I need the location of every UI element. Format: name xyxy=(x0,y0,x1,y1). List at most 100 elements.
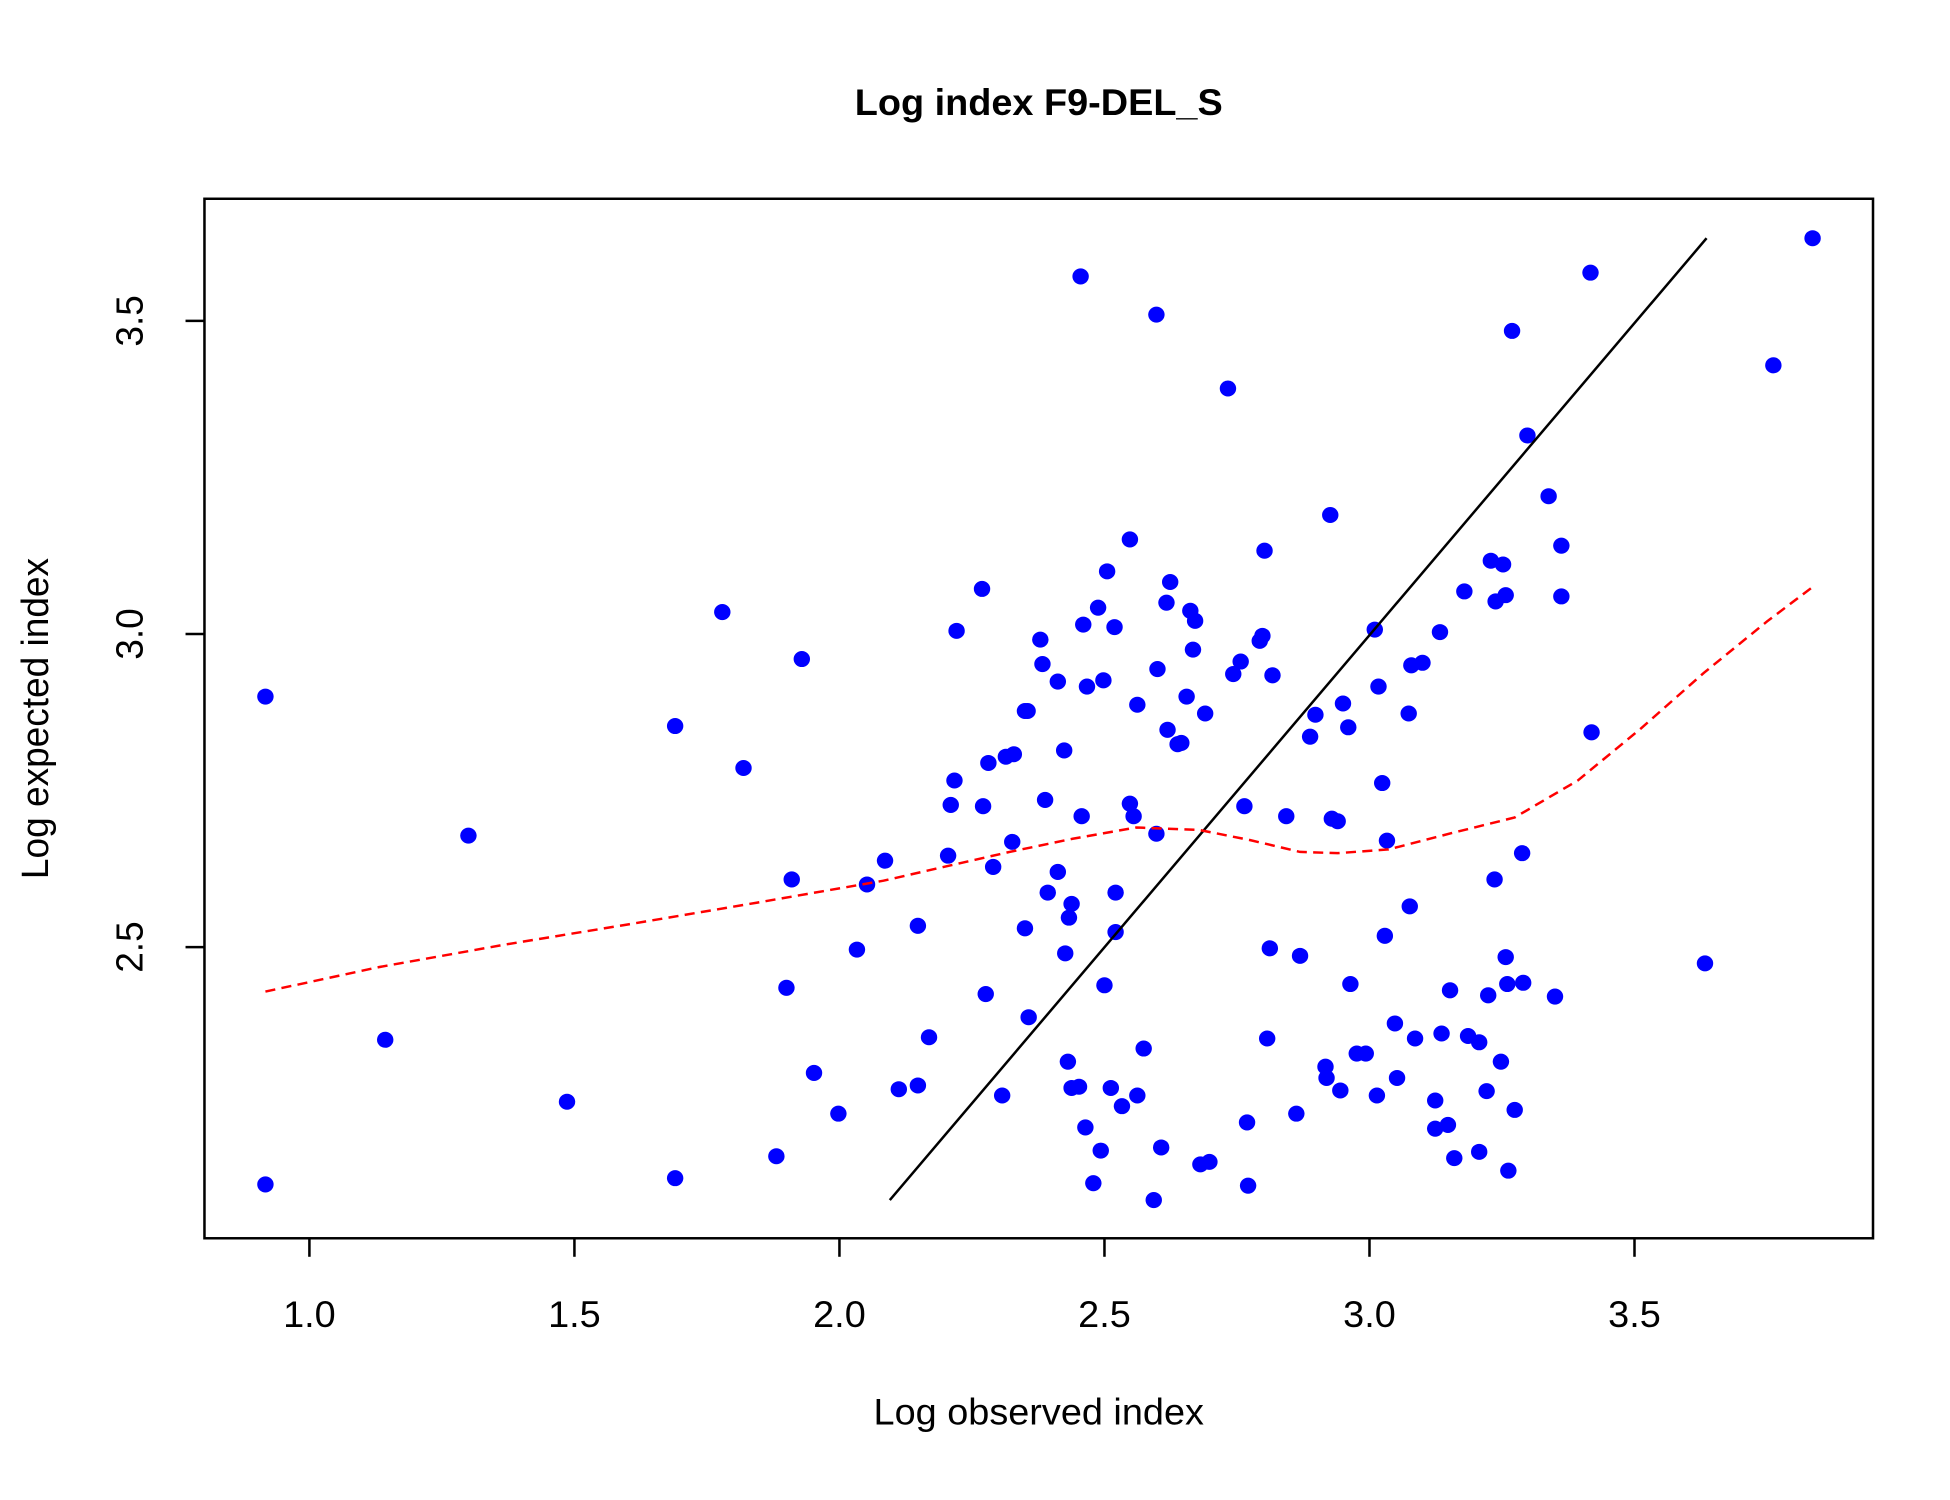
point xyxy=(1514,974,1532,991)
point xyxy=(460,827,477,844)
point xyxy=(1426,1092,1444,1109)
point xyxy=(1196,705,1214,722)
point xyxy=(1288,1105,1305,1122)
point xyxy=(1500,1162,1517,1179)
point xyxy=(1478,1083,1495,1100)
point xyxy=(993,1087,1011,1104)
point xyxy=(1096,977,1113,994)
point xyxy=(1034,656,1051,673)
point xyxy=(1486,871,1503,888)
point xyxy=(1318,1069,1335,1086)
point xyxy=(1148,825,1165,842)
point xyxy=(666,718,684,735)
y-tick-label: 2.5 xyxy=(108,921,150,972)
point xyxy=(377,1031,394,1048)
point xyxy=(1121,531,1139,548)
point xyxy=(1373,774,1391,792)
point xyxy=(1334,695,1352,712)
point xyxy=(735,759,752,777)
point xyxy=(1161,573,1179,591)
point xyxy=(1060,909,1078,926)
x-tick-label: 2.0 xyxy=(813,1294,866,1336)
point xyxy=(980,754,997,772)
point xyxy=(1236,798,1253,815)
point xyxy=(1159,721,1176,738)
point xyxy=(1036,791,1054,808)
y-tick-label: 3.5 xyxy=(108,295,150,346)
point xyxy=(1158,594,1175,611)
point xyxy=(1446,1150,1463,1167)
point xyxy=(1492,1053,1510,1070)
point xyxy=(984,858,1002,875)
point xyxy=(778,979,795,996)
point xyxy=(666,1170,684,1187)
point xyxy=(1332,1082,1349,1099)
point xyxy=(1301,728,1319,745)
point xyxy=(1499,976,1516,993)
point xyxy=(848,941,866,958)
point xyxy=(1322,506,1339,524)
point xyxy=(1184,641,1202,658)
point xyxy=(920,1029,938,1046)
point xyxy=(1055,742,1073,759)
point xyxy=(1497,949,1514,966)
point xyxy=(1357,1045,1374,1062)
point xyxy=(1238,1114,1256,1131)
point xyxy=(909,1077,927,1094)
point xyxy=(558,1093,576,1110)
point xyxy=(1386,1015,1404,1032)
point xyxy=(1135,1040,1152,1057)
point xyxy=(1553,537,1570,554)
point xyxy=(1696,955,1714,972)
point xyxy=(1261,940,1279,957)
point xyxy=(830,1105,847,1122)
point xyxy=(805,1064,823,1081)
point xyxy=(1232,653,1249,670)
point xyxy=(977,986,994,1003)
point xyxy=(973,580,991,597)
point xyxy=(1106,619,1123,636)
point xyxy=(1258,1030,1276,1047)
point xyxy=(1102,1079,1120,1097)
point xyxy=(1152,1139,1170,1156)
plot-frame xyxy=(203,197,1875,1240)
point xyxy=(1225,666,1242,683)
point xyxy=(1178,688,1195,705)
point xyxy=(1098,563,1116,580)
point xyxy=(1239,1177,1257,1194)
point xyxy=(1004,833,1021,850)
point xyxy=(1049,863,1067,880)
point xyxy=(1388,1069,1406,1086)
point xyxy=(1089,599,1107,616)
point xyxy=(1546,988,1564,1005)
point xyxy=(1129,1087,1146,1104)
point xyxy=(1075,616,1092,633)
point xyxy=(1278,808,1295,825)
point xyxy=(909,917,927,934)
point xyxy=(1470,1034,1488,1051)
point xyxy=(783,871,800,888)
point xyxy=(1121,795,1139,812)
point xyxy=(257,688,274,705)
x-tick-label: 1.0 xyxy=(283,1294,336,1336)
point xyxy=(1063,895,1080,912)
point xyxy=(1519,427,1536,444)
point xyxy=(1145,1192,1162,1209)
point xyxy=(1256,542,1273,559)
point xyxy=(1439,1116,1457,1133)
point xyxy=(1039,884,1056,901)
point xyxy=(1057,945,1074,962)
point xyxy=(1804,230,1821,247)
point xyxy=(1291,947,1309,964)
point xyxy=(1092,1142,1109,1159)
point xyxy=(1032,631,1049,648)
point xyxy=(1149,661,1166,678)
point xyxy=(1016,920,1034,937)
point xyxy=(890,1081,908,1098)
point xyxy=(974,798,992,815)
point xyxy=(1406,1030,1424,1047)
x-tick-label: 3.0 xyxy=(1343,1294,1396,1336)
point xyxy=(1503,322,1521,339)
point xyxy=(1173,734,1190,751)
point xyxy=(1370,678,1387,695)
